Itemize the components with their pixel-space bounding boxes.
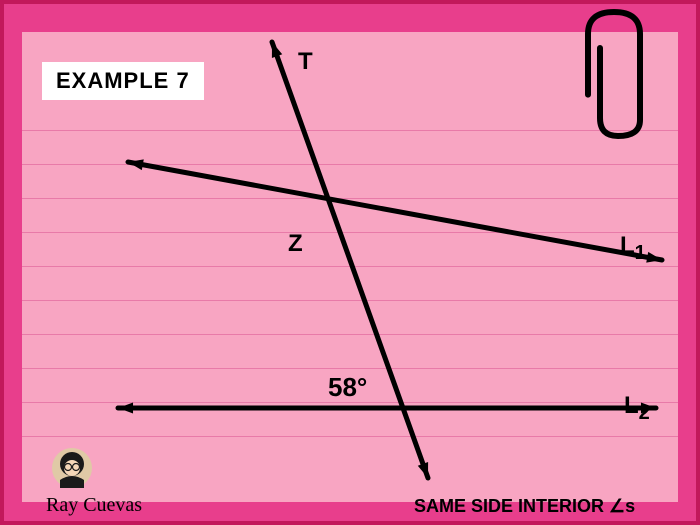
author-signature: Ray Cuevas <box>46 494 142 517</box>
label-line-L1: L1 <box>620 232 646 265</box>
label-transversal-T: T <box>298 48 313 76</box>
footer-caption: SAME SIDE INTERIOR ∠s <box>414 496 635 517</box>
frame: EXAMPLE 7 T Z L1 L2 58° Ray Cuevas SAME … <box>0 0 700 525</box>
geometry-diagram <box>0 0 700 525</box>
label-point-Z: Z <box>288 230 303 258</box>
author-avatar-icon <box>52 448 92 488</box>
label-angle-58: 58° <box>328 372 367 403</box>
label-line-L2: L2 <box>624 392 650 425</box>
